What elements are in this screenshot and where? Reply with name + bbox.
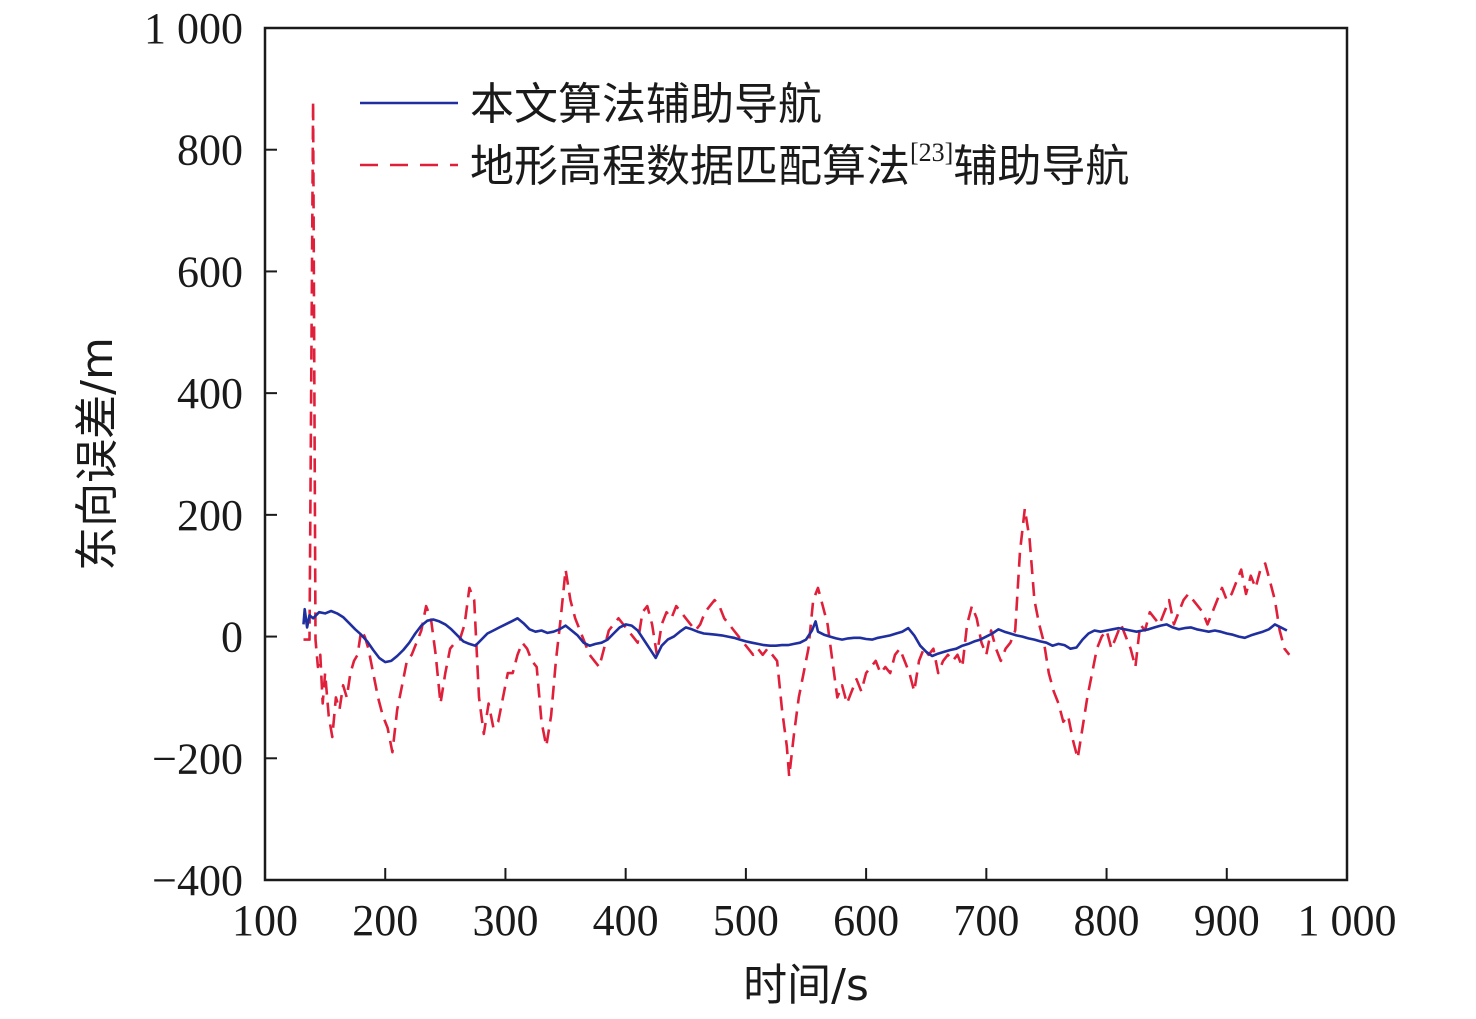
x-axis-title: 时间/s bbox=[743, 960, 869, 1011]
x-tick-label: 800 bbox=[1074, 896, 1140, 945]
series-line-0 bbox=[302, 607, 1288, 664]
y-tick-label: 800 bbox=[177, 126, 243, 175]
y-tick-label: 1 000 bbox=[144, 4, 243, 53]
y-tick-label: 400 bbox=[177, 369, 243, 418]
y-tick-label: −400 bbox=[152, 856, 243, 905]
y-axis-title: 东向误差/m bbox=[72, 337, 123, 571]
x-tick-label: 300 bbox=[472, 896, 538, 945]
x-tick-label: 600 bbox=[833, 896, 899, 945]
series-layer bbox=[302, 99, 1291, 778]
plot-area-frame bbox=[263, 26, 1349, 882]
series-line-1 bbox=[303, 99, 1291, 778]
y-axis: −400 −200 0 200 400 600 800 1 000 bbox=[144, 4, 277, 905]
x-tick-label: 100 bbox=[232, 896, 298, 945]
legend-label-1: 地形高程数据匹配算法[23]辅助导航 bbox=[470, 138, 1129, 192]
y-tick-label: 0 bbox=[221, 613, 243, 662]
legend: 本文算法辅助导航 地形高程数据匹配算法[23]辅助导航 bbox=[360, 79, 1129, 192]
y-tick-label: −200 bbox=[152, 734, 243, 783]
x-tick-label: 400 bbox=[593, 896, 659, 945]
x-tick-label: 900 bbox=[1194, 896, 1260, 945]
x-tick-label: 700 bbox=[953, 896, 1019, 945]
y-tick-label: 600 bbox=[177, 247, 243, 296]
y-tick-label: 200 bbox=[177, 491, 243, 540]
x-tick-label: 500 bbox=[713, 896, 779, 945]
x-axis: 100 200 300 400 500 600 700 800 900 1 000 bbox=[232, 868, 1397, 945]
x-tick-label: 200 bbox=[352, 896, 418, 945]
x-tick-label: 1 000 bbox=[1298, 896, 1397, 945]
legend-label-0: 本文算法辅助导航 bbox=[470, 79, 822, 130]
